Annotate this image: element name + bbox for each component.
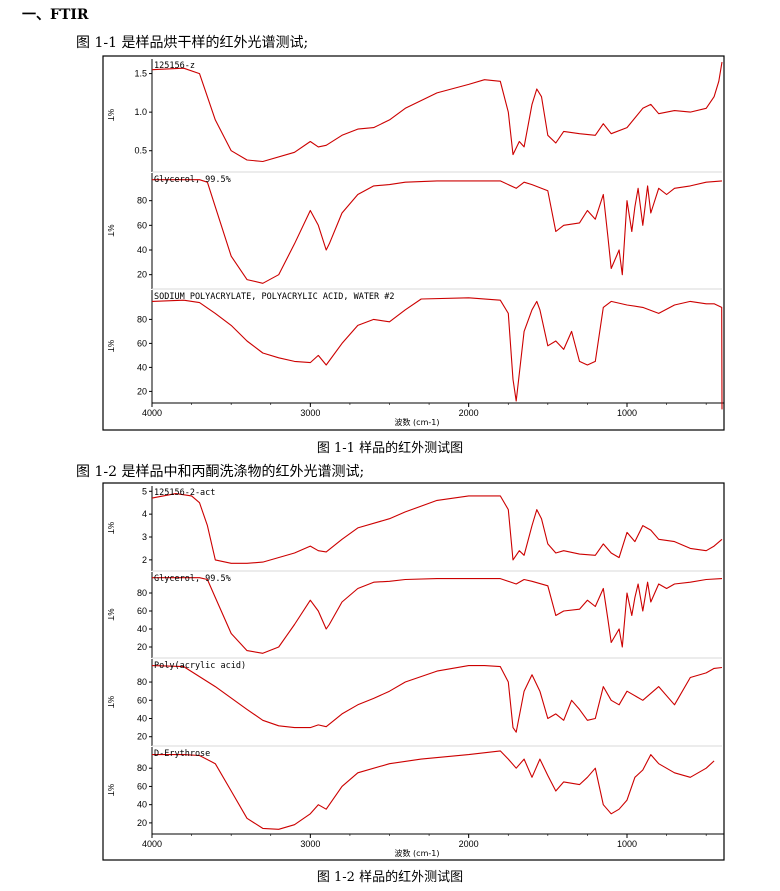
section-heading: 一、FTIR — [22, 7, 89, 23]
x-tick-label: 1000 — [617, 408, 637, 418]
y-tick-label: 60 — [137, 606, 147, 616]
y-tick-label: 20 — [137, 642, 147, 652]
y-tick-label: 20 — [137, 386, 147, 396]
spectrum-name-label: Poly(acrylic acid) — [154, 661, 246, 671]
spectrum-name-label: Glycerol, 99.5% — [154, 574, 231, 584]
ftir-chart-figure1: 4000 3000 2000 1000 波数 (cm-1) 0.5 1.0 1.5 %T 1251… — [102, 55, 725, 431]
x-axis-title: 波数 (cm-1) — [395, 417, 440, 427]
figure2-caption: 图 1-2 样品的红外测试图 — [316, 870, 464, 885]
spectrum-line — [152, 750, 715, 830]
figure1-caption: 图 1-1 样品的红外测试图 — [316, 441, 464, 456]
y-tick-label: 80 — [137, 196, 147, 206]
spectrum-line — [151, 297, 723, 410]
spectrum-line — [151, 665, 723, 733]
ftir-chart-figure2: 4000 3000 2000 1000 波数 (cm-1) 2 3 4 5 %T 125156-2-… — [102, 482, 725, 861]
chart-frame — [102, 482, 725, 861]
y-tick-label: 60 — [137, 338, 147, 348]
y-tick-label: 80 — [137, 314, 147, 324]
y-axis-unit-label: %T — [106, 696, 115, 708]
y-tick-label: 40 — [137, 362, 147, 372]
y-tick-label: 80 — [137, 588, 147, 598]
x-axis-title: 波数 (cm-1) — [395, 848, 440, 858]
spectrum-line — [152, 179, 723, 284]
y-tick-label: 40 — [137, 713, 147, 723]
x-tick-label: 2000 — [459, 839, 479, 849]
y-tick-label: 20 — [137, 270, 147, 280]
y-tick-label: 40 — [137, 245, 147, 255]
y-tick-label: 80 — [137, 677, 147, 687]
y-tick-label: 40 — [137, 624, 147, 634]
y-axis-unit-label: %T — [106, 225, 115, 237]
spectrum-name-label: Glycerol, 99.5% — [154, 175, 231, 185]
spectrum-line — [151, 493, 723, 564]
spectrum-line — [152, 577, 723, 654]
x-tick-label: 4000 — [142, 408, 162, 418]
y-axis-unit-label: %T — [106, 784, 115, 796]
spectrum-name-label: 125156-2-act — [154, 488, 215, 498]
spectrum-name-label: 125156-z — [154, 61, 195, 71]
figure2-intro: 图 1-2 是样品中和丙酮洗涤物的红外光谱测试; — [76, 464, 365, 480]
y-tick-label: 60 — [137, 781, 147, 791]
y-tick-label: 80 — [137, 763, 147, 773]
y-tick-label: 20 — [137, 732, 147, 742]
chart-frame — [102, 55, 725, 431]
y-tick-label: 40 — [137, 800, 147, 810]
y-tick-label: 20 — [137, 818, 147, 828]
y-tick-label: 4 — [142, 509, 147, 519]
spectrum-line — [151, 61, 723, 163]
y-tick-label: 3 — [142, 532, 147, 542]
figure1-intro: 图 1-1 是样品烘干样的红外光谱测试; — [76, 35, 309, 51]
y-tick-label: 1.0 — [134, 107, 147, 117]
spectrum-name-label: SODIUM POLYACRYLATE, POLYACRYLIC ACID, W… — [154, 292, 395, 302]
y-tick-label: 2 — [142, 555, 147, 565]
y-axis-unit-label: %T — [106, 522, 115, 534]
x-tick-label: 4000 — [142, 839, 162, 849]
y-tick-label: 1.5 — [134, 69, 147, 79]
spectrum-name-label: D-Erythrose — [154, 749, 210, 759]
y-axis-unit-label: %T — [106, 109, 115, 121]
y-tick-label: 5 — [142, 486, 147, 496]
y-tick-label: 60 — [137, 695, 147, 705]
y-tick-label: 0.5 — [134, 146, 147, 156]
x-tick-label: 3000 — [300, 408, 320, 418]
y-axis-unit-label: %T — [106, 340, 115, 352]
x-tick-label: 2000 — [459, 408, 479, 418]
y-axis-unit-label: %T — [106, 609, 115, 621]
y-tick-label: 60 — [137, 220, 147, 230]
x-tick-label: 3000 — [300, 839, 320, 849]
x-tick-label: 1000 — [617, 839, 637, 849]
